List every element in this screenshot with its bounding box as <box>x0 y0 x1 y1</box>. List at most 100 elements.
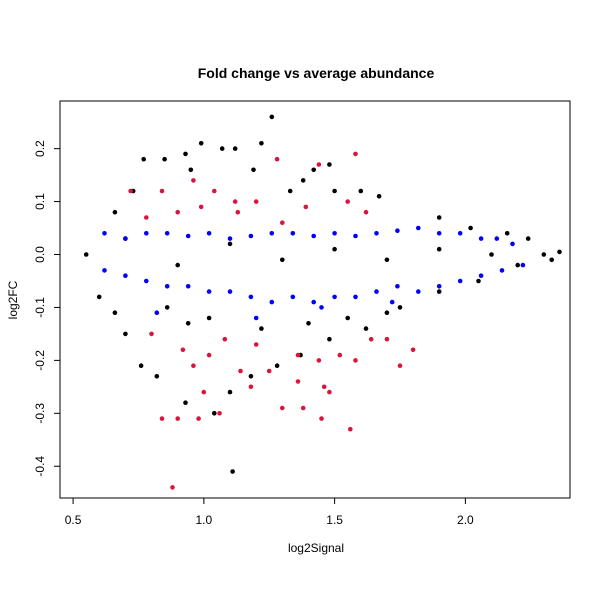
data-point <box>374 231 379 236</box>
data-point <box>212 411 217 416</box>
data-point <box>112 209 118 215</box>
data-point <box>185 321 191 326</box>
data-point <box>457 231 463 236</box>
series-0 <box>83 114 562 474</box>
data-point <box>345 315 351 321</box>
data-point <box>494 236 500 241</box>
data-point <box>164 284 170 289</box>
x-tick-label: 2.0 <box>457 513 474 527</box>
data-point <box>144 278 149 284</box>
data-point <box>175 209 180 215</box>
data-point <box>248 294 254 300</box>
data-point <box>269 114 275 120</box>
data-point <box>557 249 562 255</box>
data-point <box>504 231 510 236</box>
data-point <box>476 278 481 284</box>
y-tick-label: 0.0 <box>33 246 47 263</box>
data-point <box>478 273 484 279</box>
data-point <box>175 416 180 421</box>
data-point <box>227 389 233 395</box>
data-point <box>384 336 390 342</box>
data-point <box>436 231 442 236</box>
data-point <box>188 167 194 173</box>
data-point <box>300 405 306 411</box>
data-point <box>280 405 285 411</box>
data-point <box>112 310 118 316</box>
y-tick-label: -0.1 <box>33 297 47 318</box>
data-point <box>358 188 364 194</box>
x-axis: 0.5 1.0 1.5 2.0 <box>65 497 474 527</box>
data-point <box>248 384 254 390</box>
data-point <box>327 389 332 395</box>
data-point <box>384 310 390 316</box>
data-point <box>353 294 358 300</box>
data-point <box>206 231 212 236</box>
data-point <box>332 294 337 300</box>
data-point <box>123 273 128 279</box>
data-point <box>510 241 515 247</box>
data-point <box>162 156 167 162</box>
data-point <box>196 416 201 421</box>
x-tick-label: 0.5 <box>65 513 82 527</box>
data-point <box>327 162 332 167</box>
y-axis: -0.4 -0.3 -0.2 -0.1 0.0 0.1 0.2 <box>33 140 61 477</box>
data-point <box>206 289 212 294</box>
data-point <box>183 151 188 157</box>
x-tick-label: 1.0 <box>196 513 213 527</box>
data-point <box>290 294 296 300</box>
data-point <box>212 188 217 194</box>
data-point <box>253 199 259 204</box>
data-points <box>83 114 562 490</box>
data-point <box>201 389 207 395</box>
data-point <box>515 262 520 268</box>
data-point <box>468 225 473 231</box>
data-point <box>83 252 89 257</box>
data-point <box>144 215 149 220</box>
data-point <box>300 178 306 183</box>
data-point <box>219 146 225 151</box>
x-tick-label: 1.5 <box>326 513 343 527</box>
data-point <box>227 289 233 294</box>
data-point <box>144 231 149 236</box>
data-point <box>397 305 403 310</box>
data-point <box>363 209 369 215</box>
data-point <box>374 289 379 294</box>
data-point <box>198 204 204 210</box>
data-point <box>395 228 400 233</box>
data-point <box>183 400 188 406</box>
data-point <box>238 368 243 374</box>
data-point <box>251 167 256 173</box>
y-tick-label: 0.2 <box>33 140 47 157</box>
y-tick-label: -0.2 <box>33 350 47 371</box>
data-point <box>410 347 416 353</box>
data-point <box>416 225 421 231</box>
data-point <box>128 188 133 194</box>
data-point <box>327 336 332 342</box>
data-point <box>227 241 233 247</box>
data-point <box>185 284 191 289</box>
data-point <box>416 289 421 294</box>
data-point <box>549 257 554 263</box>
data-point <box>149 331 154 337</box>
data-point <box>159 188 165 194</box>
data-point <box>248 233 254 239</box>
data-point <box>269 299 275 305</box>
data-point <box>222 336 228 342</box>
data-point <box>499 268 505 273</box>
data-point <box>206 352 212 358</box>
data-point <box>191 363 196 369</box>
data-point <box>337 352 343 358</box>
data-point <box>311 167 317 173</box>
data-point <box>232 146 238 151</box>
data-point <box>154 310 160 316</box>
data-point <box>198 141 204 146</box>
data-point <box>253 342 259 347</box>
data-point <box>389 299 395 305</box>
data-point <box>123 236 128 241</box>
data-point <box>520 262 526 268</box>
data-point <box>311 299 317 305</box>
data-point <box>353 358 358 363</box>
data-point <box>217 411 222 416</box>
